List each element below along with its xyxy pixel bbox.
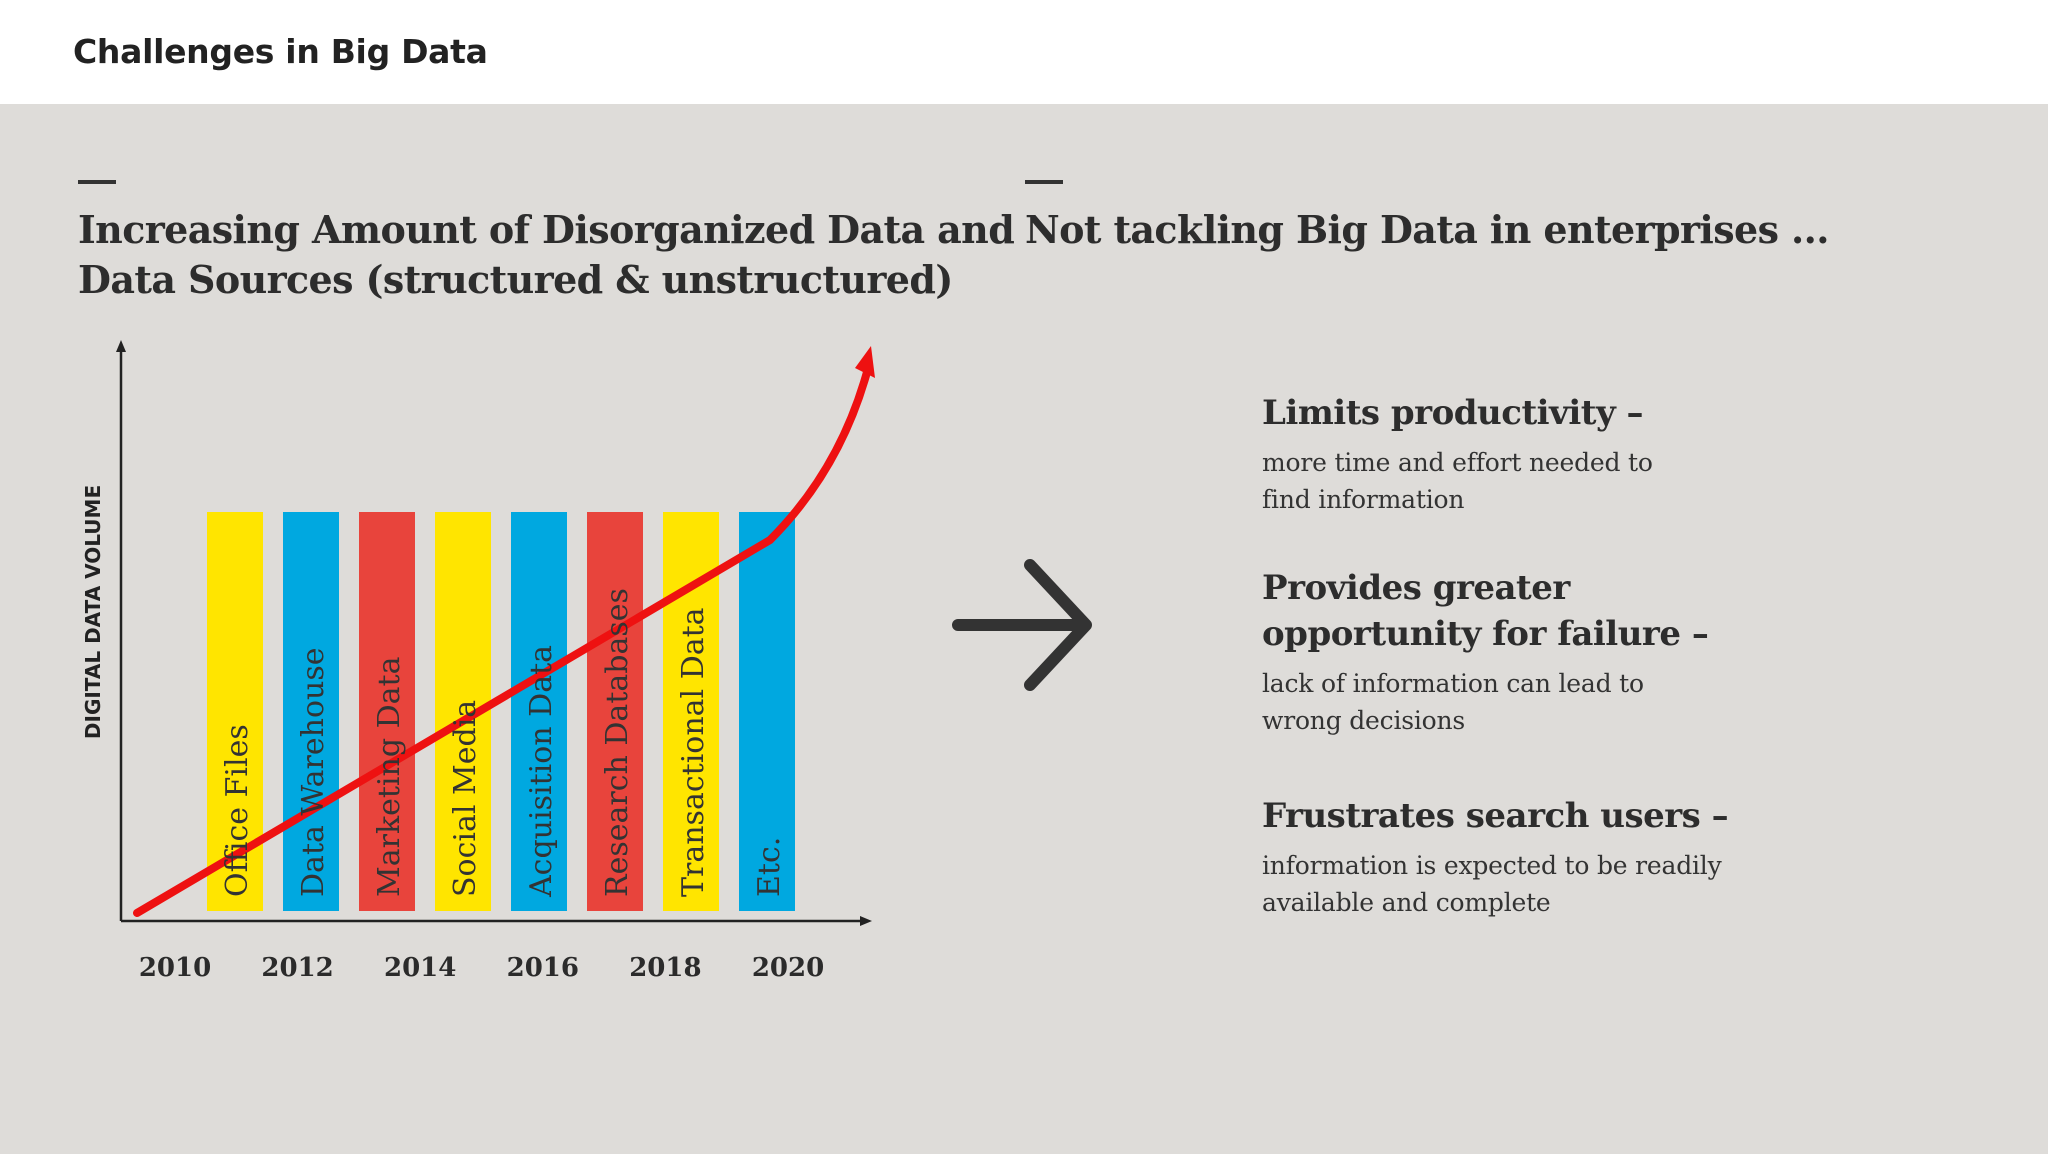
chart-bar [283, 512, 339, 911]
point-description-line: lack of information can lead to [1262, 669, 1644, 698]
x-tick-label: 2014 [384, 953, 456, 983]
point-limits-productivity: Limits productivity – more time and effo… [1262, 390, 1822, 518]
bar-label: Office Files [220, 724, 255, 897]
chart-bar [739, 512, 795, 911]
left-heading-line-1: Increasing Amount of Disorganized Data a… [78, 207, 1015, 252]
x-tick-label: 2012 [261, 953, 333, 983]
x-tick-label: 2016 [507, 953, 579, 983]
point-description: lack of information can lead to wrong de… [1262, 665, 1822, 739]
point-description: information is expected to be readily av… [1262, 847, 1822, 921]
chart-bar [359, 512, 415, 911]
point-greater-failure: Provides greater opportunity for failure… [1262, 565, 1822, 739]
right-heading: Not tackling Big Data in enterprises ... [1025, 207, 1830, 252]
point-title-line: Provides greater [1262, 568, 1570, 608]
trend-line [133, 368, 871, 917]
point-frustrates-users: Frustrates search users – information is… [1262, 793, 1822, 921]
x-axis-arrowhead [860, 916, 872, 926]
y-axis-label: DIGITAL DATA VOLUME [81, 485, 105, 739]
left-heading: Increasing Amount of Disorganized Data a… [78, 205, 1015, 305]
point-title: Provides greater opportunity for failure… [1262, 565, 1822, 657]
chart-bar [511, 512, 567, 911]
point-title: Limits productivity – [1262, 393, 1644, 433]
page-title: Challenges in Big Data [73, 32, 488, 71]
point-description-line: available and complete [1262, 888, 1551, 917]
left-heading-line-2: Data Sources (structured & unstructured) [78, 257, 953, 302]
point-description: more time and effort needed to find info… [1262, 444, 1822, 518]
bar-label: Transactional Data [676, 607, 711, 897]
y-axis-arrowhead [116, 340, 126, 352]
bar-label: Marketing Data [372, 656, 407, 897]
trend-arrowhead [855, 346, 875, 378]
point-title-line: opportunity for failure – [1262, 614, 1709, 654]
bar-label: Acquisition Data [524, 645, 559, 898]
point-description-line: more time and effort needed to [1262, 448, 1653, 477]
x-tick-label: 2020 [752, 953, 824, 983]
left-heading-dash [78, 180, 116, 184]
bar-label: Research Databases [600, 588, 635, 897]
bar-label: Etc. [752, 837, 787, 897]
header-bar [0, 0, 2048, 104]
bar-label: Social Media [448, 700, 483, 897]
arrow-right-icon [952, 559, 1092, 691]
point-description-line: information is expected to be readily [1262, 851, 1722, 880]
x-tick-label: 2010 [139, 953, 211, 983]
point-description-line: wrong decisions [1262, 706, 1466, 735]
point-title: Frustrates search users – [1262, 796, 1729, 836]
chart-bar [587, 512, 643, 911]
bar-label: Data Warehouse [296, 648, 331, 897]
x-tick-label: 2018 [629, 953, 701, 983]
point-description-line: find information [1262, 485, 1465, 514]
right-heading-dash [1025, 180, 1063, 184]
